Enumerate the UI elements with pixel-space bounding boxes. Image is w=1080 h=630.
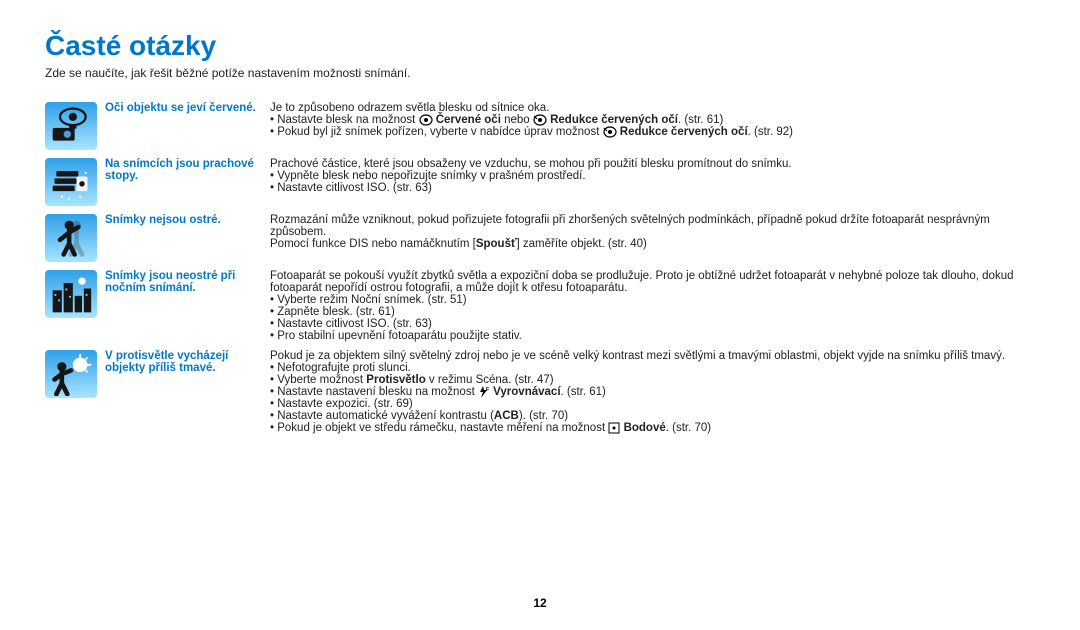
faq-answer: Je to způsobeno odrazem světla blesku od… — [270, 98, 1035, 154]
faq-answer: Fotoaparát se pokouší využít zbytků svět… — [270, 266, 1035, 346]
night-city-icon — [45, 270, 97, 318]
blur-person-icon — [45, 214, 97, 262]
faq-label: V protisvětle vycházejí objekty příliš t… — [105, 346, 270, 438]
backlight-icon — [45, 350, 97, 398]
faq-label: Oči objektu se jeví červené. — [105, 98, 270, 154]
faq-answer: Pokud je za objektem silný světelný zdro… — [270, 346, 1035, 438]
faq-label: Snímky nejsou ostré. — [105, 210, 270, 266]
faq-answer: Rozmazání může vzniknout, pokud pořizuje… — [270, 210, 1035, 266]
faq-label: Snímky jsou neostré při nočním snímání. — [105, 266, 270, 346]
page-title: Časté otázky — [45, 30, 1035, 62]
eye-camera-icon — [45, 102, 97, 150]
svg-text:F: F — [486, 387, 489, 393]
faq-table: Oči objektu se jeví červené.Je to způsob… — [45, 98, 1035, 438]
page-number: 12 — [0, 596, 1080, 610]
faq-label: Na snímcích jsou prachové stopy. — [105, 154, 270, 210]
dust-icon — [45, 158, 97, 206]
faq-answer: Prachové částice, které jsou obsaženy ve… — [270, 154, 1035, 210]
intro-text: Zde se naučíte, jak řešit běžné potíže n… — [45, 66, 1035, 80]
